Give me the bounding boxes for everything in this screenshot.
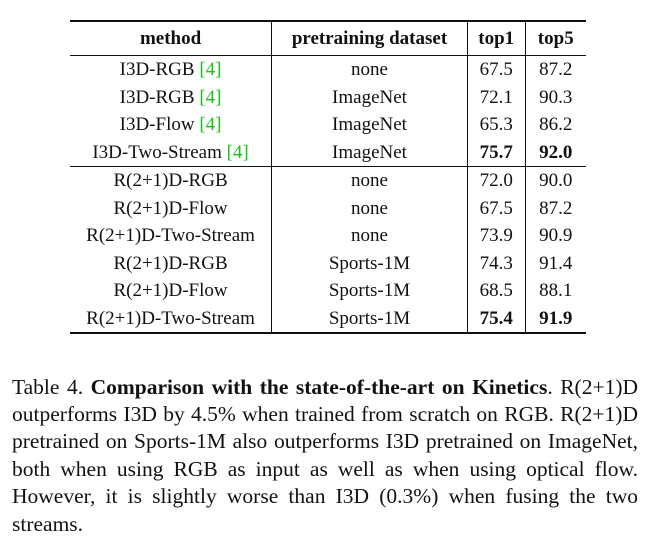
cell-method: R(2+1)D-Two-Stream — [70, 304, 273, 334]
cell-method: I3D-RGB [4] — [70, 83, 273, 111]
cell-top1: 73.9 — [467, 222, 526, 250]
cell-top5: 86.2 — [539, 114, 573, 136]
table-row: R(2+1)D-RGB Sports-1M 74.3 91.4 — [70, 249, 586, 277]
cell-method: R(2+1)D-Two-Stream — [70, 222, 273, 250]
cell-top5: 90.9 — [539, 225, 573, 247]
cell-pretraining-dataset: ImageNet — [271, 138, 468, 167]
method-name: R(2+1)D-RGB — [113, 252, 228, 274]
method-name: R(2+1)D-Two-Stream — [86, 225, 255, 247]
caption-label: Table 4. — [12, 374, 84, 399]
cell-top1: 67.5 — [467, 194, 526, 222]
table-row: R(2+1)D-Two-Stream none 73.9 90.9 — [70, 222, 586, 250]
cell-top5: 90.0 — [525, 166, 586, 195]
cell-pretraining-dataset: none — [271, 194, 468, 222]
caption-body: R(2+1)D outperforms I3D by 4.5% when tra… — [12, 374, 639, 536]
cell-method: R(2+1)D-RGB — [70, 249, 273, 277]
cell-method: R(2+1)D-Flow — [70, 277, 273, 305]
cell-top1: 67.5 — [467, 55, 526, 84]
method-name: R(2+1)D-Flow — [113, 280, 228, 302]
results-table: method pretraining dataset top1 top5 I3D… — [70, 20, 586, 334]
table-row: I3D-RGB [4] none 67.5 87.2 — [70, 55, 586, 84]
header-pretraining-dataset: pretraining dataset — [271, 20, 468, 56]
table-body: I3D-RGB [4] none 67.5 87.2 I3D-RGB [4] ImageN… — [70, 55, 586, 334]
cell-top1: 68.5 — [467, 277, 526, 305]
method-name: R(2+1)D-Two-Stream — [86, 307, 255, 329]
cell-top5: 88.1 — [539, 280, 573, 302]
method-name: R(2+1)D-Flow — [113, 197, 228, 219]
cell-top5: 87.2 — [539, 59, 573, 81]
cell-pretraining-dataset: none — [271, 55, 468, 84]
method-name: I3D-Flow — [119, 114, 195, 136]
table-row: R(2+1)D-Flow Sports-1M 68.5 88.1 — [70, 277, 586, 305]
cell-top1: 72.1 — [467, 83, 526, 111]
cell-pretraining-dataset: none — [271, 166, 468, 195]
table-row: I3D-Flow [4] ImageNet 65.3 86.2 — [70, 111, 586, 139]
cell-top1: 65.3 — [467, 111, 526, 139]
cell-pretraining-dataset: Sports-1M — [271, 304, 468, 334]
table-row: R(2+1)D-Two-Stream Sports-1M 75.4 91.9 — [70, 304, 586, 334]
table-header-row: method pretraining dataset top1 top5 — [70, 20, 586, 56]
citation-link[interactable]: [4] — [199, 59, 222, 81]
cell-top5: 91.9 — [525, 304, 586, 334]
cell-method: I3D-RGB [4] — [70, 55, 273, 84]
method-name: I3D-RGB — [119, 86, 195, 108]
cell-top1: 72.0 — [467, 166, 526, 195]
cell-top5: 92.0 — [539, 141, 573, 163]
cell-method: R(2+1)D-Flow — [70, 194, 273, 222]
table-row: I3D-RGB [4] ImageNet 72.1 90.3 — [70, 83, 586, 111]
cell-pretraining-dataset: none — [271, 222, 468, 250]
citation-link[interactable]: [4] — [226, 141, 249, 163]
cell-pretraining-dataset: Sports-1M — [271, 277, 468, 305]
header-top1: top1 — [467, 20, 526, 56]
cell-top1: 75.4 — [467, 304, 526, 334]
table-caption: Table 4. Comparison with the state-of-th… — [12, 374, 638, 538]
cell-top5: 90.3 — [539, 86, 573, 108]
cell-pretraining-dataset: ImageNet — [271, 111, 468, 139]
method-name: R(2+1)D-RGB — [113, 170, 228, 192]
cell-method: I3D-Two-Stream [4] — [70, 138, 273, 167]
cell-top1: 75.7 — [467, 138, 526, 167]
caption-title: Comparison with the state-of-the-art on … — [90, 374, 548, 399]
cell-pretraining-dataset: ImageNet — [271, 83, 468, 111]
citation-link[interactable]: [4] — [199, 86, 222, 108]
cell-top5: 91.4 — [539, 252, 573, 274]
cell-method: R(2+1)D-RGB — [70, 166, 273, 195]
cell-top5: 87.2 — [539, 197, 573, 219]
citation-link[interactable]: [4] — [199, 114, 222, 136]
cell-top1: 74.3 — [467, 249, 526, 277]
method-name: I3D-RGB — [119, 59, 195, 81]
cell-pretraining-dataset: Sports-1M — [271, 249, 468, 277]
table-row: R(2+1)D-RGB none 72.0 90.0 — [70, 166, 586, 195]
cell-method: I3D-Flow [4] — [70, 111, 273, 139]
method-name: I3D-Two-Stream — [92, 141, 222, 163]
header-method: method — [70, 20, 273, 56]
header-top5: top5 — [525, 20, 586, 56]
caption-title-end: . — [547, 374, 553, 399]
table-row: R(2+1)D-Flow none 67.5 87.2 — [70, 194, 586, 222]
table-row: I3D-Two-Stream [4] ImageNet 75.7 92.0 — [70, 138, 586, 167]
